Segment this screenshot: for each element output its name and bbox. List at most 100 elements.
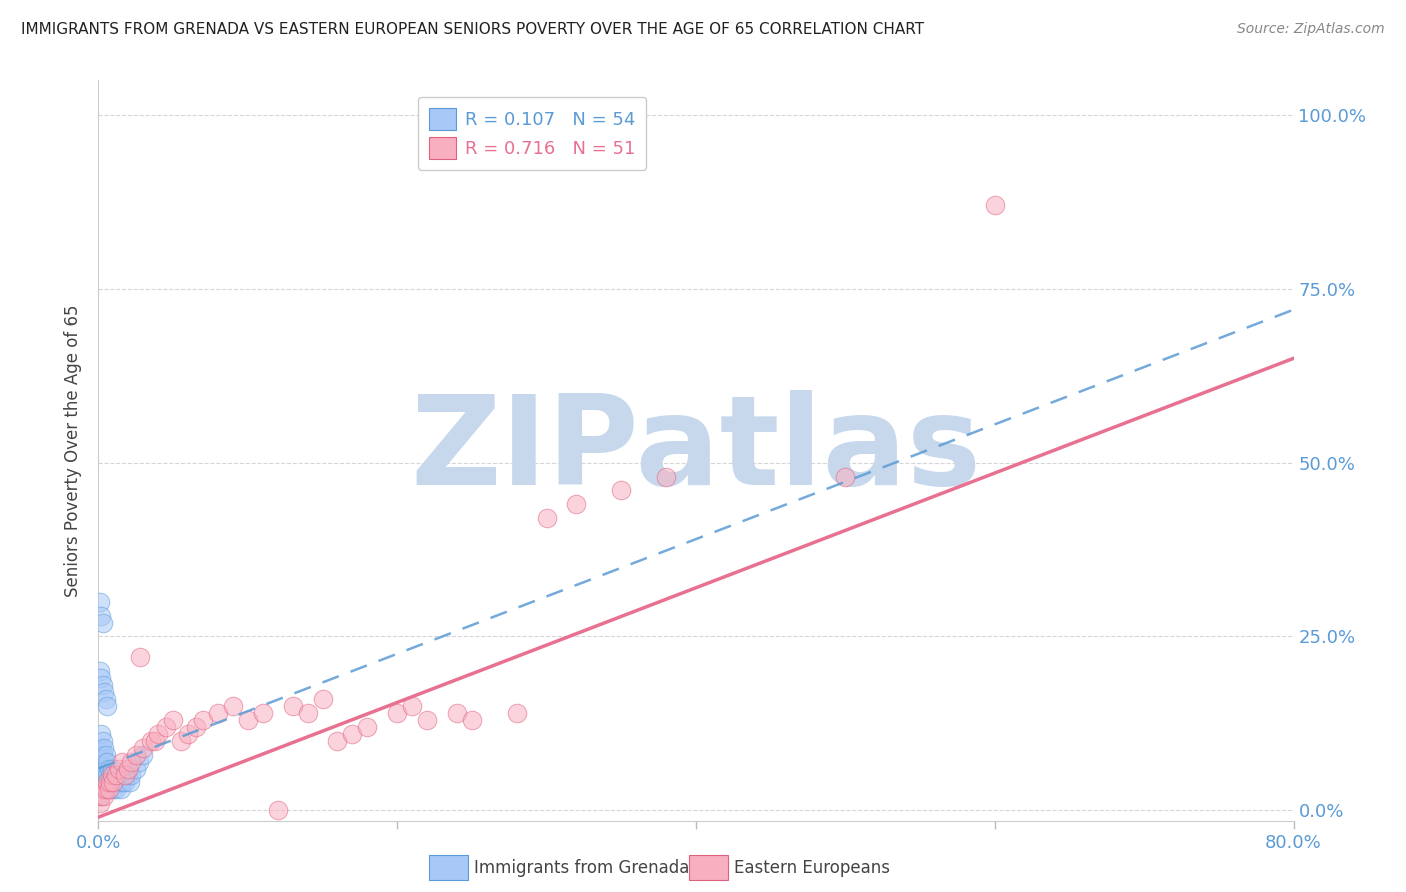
Point bbox=[89, 664, 111, 678]
Point bbox=[108, 768, 131, 782]
Point bbox=[105, 768, 128, 782]
Point bbox=[139, 733, 162, 747]
Text: Eastern Europeans: Eastern Europeans bbox=[734, 859, 890, 877]
Text: Immigrants from Grenada: Immigrants from Grenada bbox=[474, 859, 689, 877]
Point bbox=[125, 747, 148, 762]
Point bbox=[94, 782, 117, 797]
Point bbox=[118, 775, 141, 789]
Point bbox=[89, 789, 111, 804]
Point bbox=[655, 469, 678, 483]
Point bbox=[89, 762, 111, 776]
Point bbox=[385, 706, 409, 720]
Point bbox=[90, 789, 112, 804]
Point bbox=[103, 775, 125, 789]
Point bbox=[129, 650, 152, 665]
Point bbox=[536, 511, 558, 525]
Point bbox=[565, 497, 588, 511]
Point bbox=[416, 713, 439, 727]
Point bbox=[90, 768, 112, 782]
Text: IMMIGRANTS FROM GRENADA VS EASTERN EUROPEAN SENIORS POVERTY OVER THE AGE OF 65 C: IMMIGRANTS FROM GRENADA VS EASTERN EUROP… bbox=[21, 22, 924, 37]
Point bbox=[110, 782, 132, 797]
Point bbox=[610, 483, 633, 498]
Point bbox=[91, 615, 114, 630]
Point bbox=[132, 747, 155, 762]
Point bbox=[90, 608, 112, 623]
Point bbox=[169, 733, 191, 747]
Point bbox=[89, 595, 111, 609]
Point bbox=[90, 671, 112, 685]
Point bbox=[155, 720, 177, 734]
Point bbox=[96, 755, 118, 769]
Point bbox=[114, 768, 136, 782]
Point bbox=[96, 768, 118, 782]
Point bbox=[236, 713, 259, 727]
Point bbox=[93, 768, 115, 782]
Point bbox=[91, 733, 114, 747]
Point bbox=[120, 755, 142, 769]
Point bbox=[128, 755, 150, 769]
Point bbox=[125, 762, 148, 776]
Point bbox=[191, 713, 214, 727]
Point bbox=[117, 762, 139, 776]
Point bbox=[114, 775, 136, 789]
Point bbox=[93, 789, 115, 804]
Point bbox=[94, 747, 117, 762]
Point bbox=[101, 768, 124, 782]
Point bbox=[120, 768, 142, 782]
Point bbox=[93, 782, 115, 797]
Point bbox=[96, 698, 118, 713]
Point bbox=[89, 797, 111, 811]
Point bbox=[506, 706, 529, 720]
Point bbox=[98, 768, 122, 782]
Point bbox=[97, 762, 120, 776]
Point bbox=[461, 713, 484, 727]
Point bbox=[104, 775, 127, 789]
Point bbox=[98, 782, 122, 797]
Point bbox=[94, 762, 117, 776]
Point bbox=[108, 762, 131, 776]
Legend: R = 0.107   N = 54, R = 0.716   N = 51: R = 0.107 N = 54, R = 0.716 N = 51 bbox=[418, 96, 647, 169]
Point bbox=[297, 706, 319, 720]
Point bbox=[103, 768, 125, 782]
Point bbox=[96, 775, 118, 789]
Point bbox=[222, 698, 245, 713]
Point bbox=[143, 733, 166, 747]
Point bbox=[112, 768, 135, 782]
Point bbox=[103, 782, 125, 797]
Point bbox=[97, 782, 120, 797]
Point bbox=[356, 720, 378, 734]
Point bbox=[105, 782, 128, 797]
Point bbox=[93, 755, 115, 769]
Point bbox=[177, 727, 200, 741]
Point bbox=[93, 740, 115, 755]
Point bbox=[97, 775, 120, 789]
Point bbox=[267, 803, 290, 817]
Point bbox=[89, 775, 111, 789]
Point bbox=[91, 782, 114, 797]
Point bbox=[101, 775, 124, 789]
Point bbox=[311, 692, 333, 706]
Point bbox=[89, 747, 111, 762]
Point bbox=[446, 706, 468, 720]
Point bbox=[91, 678, 114, 692]
Text: Source: ZipAtlas.com: Source: ZipAtlas.com bbox=[1237, 22, 1385, 37]
Point bbox=[98, 775, 122, 789]
Point bbox=[90, 740, 112, 755]
Point bbox=[132, 740, 155, 755]
Point bbox=[91, 762, 114, 776]
Point bbox=[94, 692, 117, 706]
Point bbox=[834, 469, 856, 483]
Point bbox=[252, 706, 274, 720]
Point bbox=[91, 775, 114, 789]
Point bbox=[984, 198, 1007, 212]
Y-axis label: Seniors Poverty Over the Age of 65: Seniors Poverty Over the Age of 65 bbox=[65, 304, 83, 597]
Point bbox=[101, 762, 124, 776]
Point bbox=[94, 775, 117, 789]
Point bbox=[148, 727, 170, 741]
Point bbox=[96, 782, 118, 797]
Point bbox=[90, 727, 112, 741]
Point bbox=[326, 733, 349, 747]
Point bbox=[111, 755, 134, 769]
Point bbox=[107, 775, 129, 789]
Point bbox=[91, 747, 114, 762]
